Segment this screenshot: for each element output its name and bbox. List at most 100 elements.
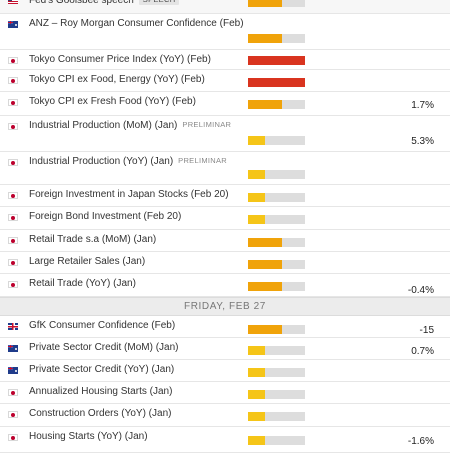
- impact-meter: [248, 193, 305, 202]
- impact-meter: [248, 0, 305, 7]
- event-row[interactable]: Annualized Housing Starts (Jan): [0, 382, 450, 404]
- event-row[interactable]: Retail Trade s.a (MoM) (Jan): [0, 230, 450, 252]
- event-row[interactable]: Private Sector Credit (YoY) (Jan): [0, 360, 450, 382]
- japan-flag-icon: [8, 237, 18, 244]
- event-row[interactable]: Retail Trade (YoY) (Jan) -0.4%: [0, 274, 450, 297]
- event-row[interactable]: Large Retailer Sales (Jan): [0, 252, 450, 274]
- event-name[interactable]: Foreign Bond Investment (Feb 20): [29, 211, 182, 222]
- event-name[interactable]: Fed's Goolsbee speech: [29, 0, 134, 6]
- japan-flag-icon: [8, 123, 18, 130]
- event-name-cell[interactable]: Private Sector Credit (YoY) (Jan): [29, 364, 174, 375]
- impact-meter: [248, 56, 305, 65]
- event-name-cell[interactable]: GfK Consumer Confidence (Feb): [29, 320, 175, 331]
- impact-meter: [248, 78, 305, 87]
- impact-meter: [248, 412, 305, 421]
- event-tag: PRELIMINAR: [178, 156, 227, 165]
- actual-value: 1.7%: [411, 100, 434, 111]
- impact-meter: [248, 436, 305, 445]
- impact-meter-fill: [248, 193, 266, 202]
- impact-meter-fill: [248, 390, 266, 399]
- us-flag-icon: [8, 0, 18, 4]
- japan-flag-icon: [8, 214, 18, 221]
- impact-meter: [248, 368, 305, 377]
- australia-flag-icon: [8, 345, 18, 352]
- impact-meter: [248, 260, 305, 269]
- event-row[interactable]: Private Sector Credit (MoM) (Jan) 0.7%: [0, 338, 450, 360]
- event-name[interactable]: Foreign Investment in Japan Stocks (Feb …: [29, 189, 229, 200]
- impact-meter-fill: [248, 282, 283, 291]
- impact-meter: [248, 390, 305, 399]
- event-name-cell[interactable]: Annualized Housing Starts (Jan): [29, 386, 172, 397]
- event-name-cell[interactable]: Tokyo CPI ex Food, Energy (YoY) (Feb): [29, 74, 205, 85]
- event-name[interactable]: Construction Orders (YoY) (Jan): [29, 408, 172, 419]
- impact-meter-fill: [248, 436, 266, 445]
- event-name-cell[interactable]: Large Retailer Sales (Jan): [29, 256, 145, 267]
- impact-meter: [248, 325, 305, 334]
- impact-meter: [248, 346, 305, 355]
- event-name[interactable]: Retail Trade (YoY) (Jan): [29, 278, 136, 289]
- event-row[interactable]: Industrial Production (YoY) (Jan) PRELIMI…: [0, 152, 450, 185]
- impact-meter: [248, 238, 305, 247]
- event-name-cell[interactable]: Construction Orders (YoY) (Jan): [29, 408, 171, 419]
- japan-flag-icon: [8, 281, 18, 288]
- event-tag: PRELIMINAR: [182, 120, 232, 129]
- impact-meter: [248, 282, 305, 291]
- impact-meter-fill: [248, 260, 283, 269]
- event-name[interactable]: Tokyo CPI ex Fresh Food (YoY) (Feb): [29, 96, 196, 107]
- event-name-cell[interactable]: Tokyo CPI ex Fresh Food (YoY) (Feb): [29, 96, 196, 107]
- event-name[interactable]: Industrial Production (YoY) (Jan): [29, 156, 174, 167]
- event-name-cell[interactable]: Foreign Bond Investment (Feb 20): [29, 211, 181, 222]
- australia-flag-icon: [8, 367, 18, 374]
- event-name-cell[interactable]: Industrial Production (MoM) (Jan) PRELIMI…: [29, 120, 231, 131]
- event-row[interactable]: Fed's Goolsbee speech SPEECH: [0, 0, 450, 14]
- event-name[interactable]: ANZ – Roy Morgan Consumer Confidence (Fe…: [29, 18, 244, 29]
- impact-meter-fill: [248, 412, 266, 421]
- impact-meter-fill: [248, 215, 266, 224]
- event-row[interactable]: Housing Starts (YoY) (Jan) -1.6%: [0, 427, 450, 453]
- japan-flag-icon: [8, 434, 18, 441]
- event-name[interactable]: Private Sector Credit (MoM) (Jan): [29, 342, 179, 353]
- event-row[interactable]: ANZ – Roy Morgan Consumer Confidence (Fe…: [0, 14, 450, 50]
- event-name-cell[interactable]: Tokyo Consumer Price Index (YoY) (Feb): [29, 54, 211, 65]
- event-tag: SPEECH: [138, 0, 180, 5]
- event-row[interactable]: Tokyo CPI ex Food, Energy (YoY) (Feb): [0, 70, 450, 92]
- event-row[interactable]: Construction Orders (YoY) (Jan): [0, 404, 450, 427]
- event-name[interactable]: Large Retailer Sales (Jan): [29, 256, 146, 267]
- actual-value: -1.6%: [407, 436, 434, 447]
- actual-value: -0.4%: [407, 285, 434, 296]
- event-name[interactable]: Industrial Production (MoM) (Jan): [29, 120, 178, 131]
- australia-flag-icon: [8, 21, 18, 28]
- event-name[interactable]: GfK Consumer Confidence (Feb): [29, 320, 176, 331]
- impact-meter: [248, 215, 305, 224]
- event-row[interactable]: Foreign Bond Investment (Feb 20): [0, 207, 450, 230]
- japan-flag-icon: [8, 77, 18, 84]
- impact-meter-fill: [248, 34, 283, 43]
- impact-meter: [248, 136, 305, 145]
- event-name-cell[interactable]: ANZ – Roy Morgan Consumer Confidence (Fe…: [29, 18, 244, 29]
- impact-meter-fill: [248, 238, 283, 247]
- event-name[interactable]: Annualized Housing Starts (Jan): [29, 386, 173, 397]
- event-name-cell[interactable]: Industrial Production (YoY) (Jan) PRELIMI…: [29, 156, 227, 167]
- event-name-cell[interactable]: Fed's Goolsbee speech SPEECH: [29, 0, 180, 6]
- impact-meter-fill: [248, 170, 266, 179]
- japan-flag-icon: [8, 99, 18, 106]
- event-name[interactable]: Tokyo CPI ex Food, Energy (YoY) (Feb): [29, 74, 205, 85]
- impact-meter-fill: [248, 136, 266, 145]
- event-row[interactable]: Foreign Investment in Japan Stocks (Feb …: [0, 185, 450, 207]
- event-name[interactable]: Tokyo Consumer Price Index (YoY) (Feb): [29, 54, 211, 65]
- event-row[interactable]: Industrial Production (MoM) (Jan) PRELIMI…: [0, 116, 450, 152]
- japan-flag-icon: [8, 159, 18, 166]
- event-name-cell[interactable]: Private Sector Credit (MoM) (Jan): [29, 342, 178, 353]
- event-name-cell[interactable]: Retail Trade (YoY) (Jan): [29, 278, 136, 289]
- impact-meter-fill: [248, 346, 266, 355]
- event-name[interactable]: Housing Starts (YoY) (Jan): [29, 431, 148, 442]
- event-name[interactable]: Retail Trade s.a (MoM) (Jan): [29, 234, 157, 245]
- event-row[interactable]: Tokyo CPI ex Fresh Food (YoY) (Feb) 1.7%: [0, 92, 450, 116]
- japan-flag-icon: [8, 389, 18, 396]
- event-name-cell[interactable]: Housing Starts (YoY) (Jan): [29, 431, 148, 442]
- event-name-cell[interactable]: Retail Trade s.a (MoM) (Jan): [29, 234, 156, 245]
- event-name-cell[interactable]: Foreign Investment in Japan Stocks (Feb …: [29, 189, 229, 200]
- event-name[interactable]: Private Sector Credit (YoY) (Jan): [29, 364, 175, 375]
- event-row[interactable]: GfK Consumer Confidence (Feb) -15: [0, 316, 450, 338]
- event-row[interactable]: Tokyo Consumer Price Index (YoY) (Feb): [0, 50, 450, 70]
